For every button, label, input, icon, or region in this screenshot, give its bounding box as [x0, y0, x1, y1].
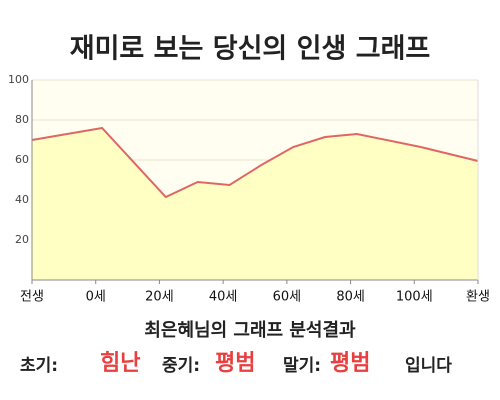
area [32, 128, 478, 280]
result-value: 평범 [215, 351, 255, 376]
x-tick-label: 환생 [466, 290, 490, 305]
result-value: 힘난 [100, 351, 140, 376]
y-tick-label: 20 [15, 233, 29, 246]
x-tick-label: 전생 [20, 290, 44, 305]
x-tick-label: 80세 [336, 290, 365, 305]
result-suffix: 입니다 [405, 356, 452, 376]
chart-title: 재미로 보는 당신의 인생 그래프 [70, 34, 431, 65]
y-tick-label: 40 [15, 193, 29, 206]
result-heading: 최은혜님의 그래프 분석결과 [144, 320, 356, 341]
x-tick-label: 100세 [396, 290, 433, 305]
y-tick-label: 100 [8, 73, 29, 86]
x-tick-label: 40세 [209, 290, 238, 305]
result-value: 평범 [330, 351, 370, 376]
result-label: 말기: [283, 355, 321, 376]
y-tick-label: 60 [15, 153, 29, 166]
x-tick-label: 20세 [145, 290, 174, 305]
x-tick-label: 60세 [273, 290, 302, 305]
x-tick-label: 0세 [86, 290, 106, 305]
y-tick-label: 80 [15, 113, 29, 126]
result-label: 중기: [162, 356, 200, 376]
result-label: 초기: [20, 356, 58, 376]
line [31, 126, 479, 199]
